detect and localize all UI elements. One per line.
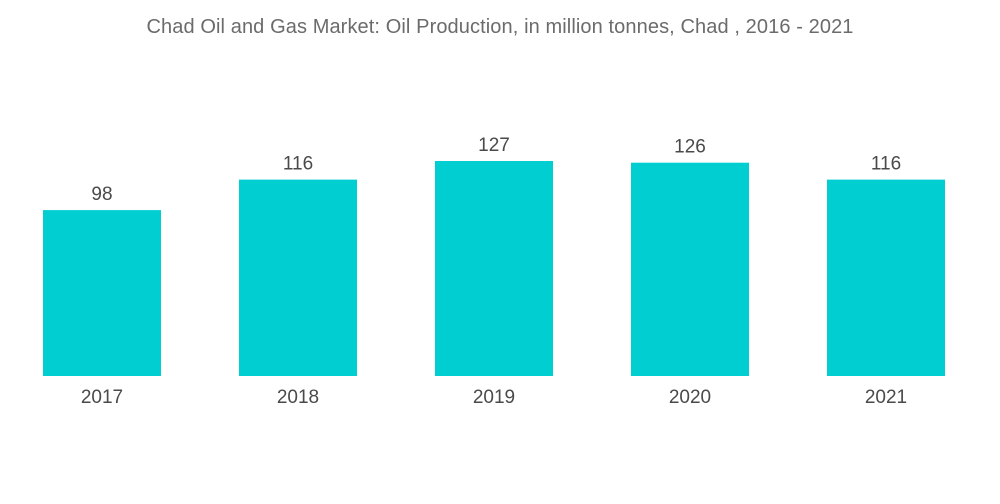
x-tick-label-2021: 2021 xyxy=(865,387,907,408)
bar-2020 xyxy=(631,162,749,376)
bar-2018 xyxy=(239,179,357,376)
data-label-2019: 127 xyxy=(478,135,510,156)
x-tick-label-2019: 2019 xyxy=(473,387,515,408)
bar-2019 xyxy=(435,161,553,376)
data-label-2017: 98 xyxy=(91,184,112,205)
bar-2021 xyxy=(827,179,945,376)
data-label-2021: 116 xyxy=(871,154,901,175)
x-tick-label-2020: 2020 xyxy=(669,387,711,408)
bar-2017 xyxy=(43,210,161,376)
chart-title: Chad Oil and Gas Market: Oil Production,… xyxy=(146,16,854,38)
data-label-2018: 116 xyxy=(283,154,313,175)
x-tick-label-2017: 2017 xyxy=(81,387,123,408)
data-label-2020: 126 xyxy=(674,137,706,158)
x-tick-label-2018: 2018 xyxy=(277,387,319,408)
